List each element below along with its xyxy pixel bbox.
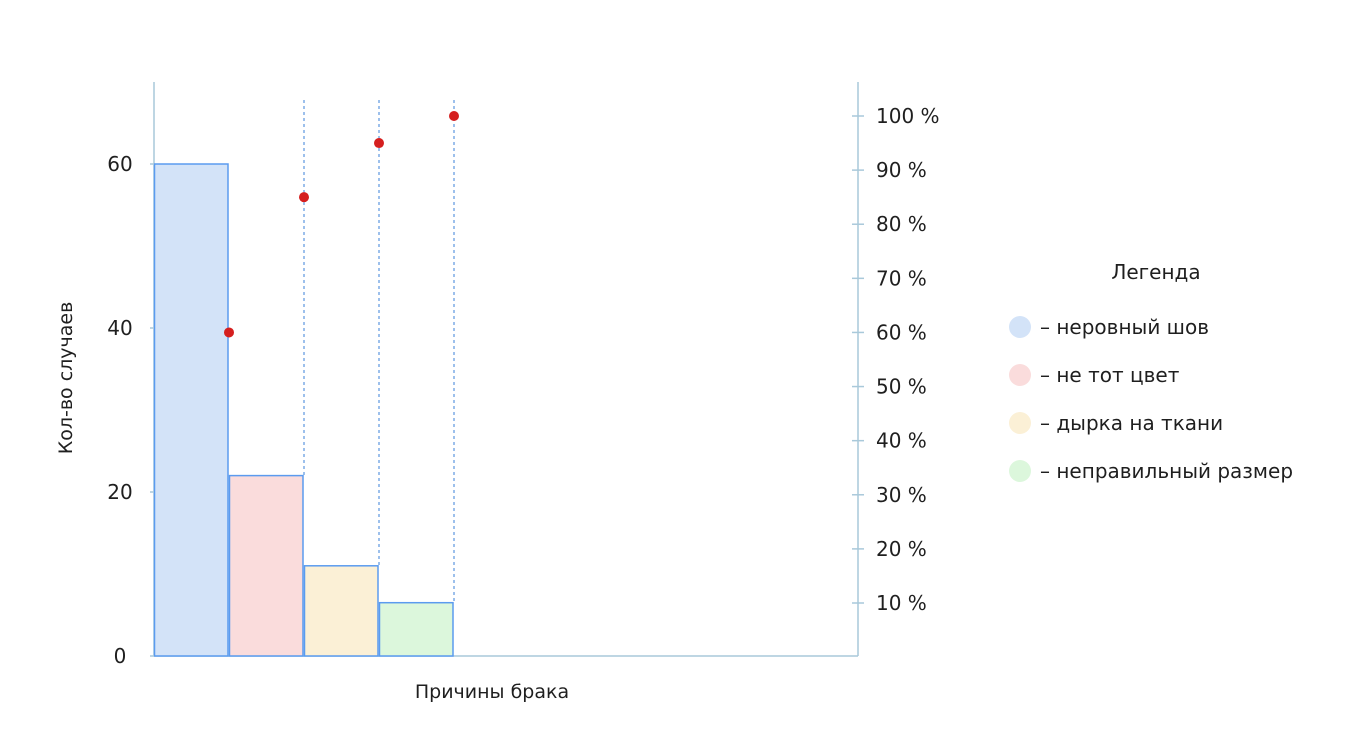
y2-tick-label: 90 % bbox=[876, 158, 927, 182]
y2-axis-ticks: 10 % 20 % 30 % 40 % 50 % 60 % 70 % 80 % 90 % 100 … bbox=[852, 104, 940, 615]
y-tick-label: 20 bbox=[107, 480, 132, 504]
bar-1 bbox=[153, 163, 229, 657]
cumulative-point-2 bbox=[299, 192, 309, 203]
y-tick-label: 0 bbox=[114, 644, 127, 668]
legend-item-label: – дырка на ткани bbox=[1040, 411, 1223, 435]
legend-title: Легенда bbox=[1111, 260, 1200, 284]
plot-area bbox=[153, 82, 859, 657]
y2-tick-label: 60 % bbox=[876, 320, 927, 344]
legend-item-label: – не тот цвет bbox=[1040, 363, 1180, 387]
bar-2 bbox=[228, 474, 304, 657]
legend: Легенда – неровный шов – не тот цвет – дыр… bbox=[1009, 260, 1293, 483]
y2-tick-label: 80 % bbox=[876, 212, 927, 236]
legend-swatch-3 bbox=[1009, 412, 1031, 434]
y-tick-label: 60 bbox=[107, 152, 132, 176]
bar-3 bbox=[303, 565, 379, 657]
y2-tick-label: 70 % bbox=[876, 266, 927, 290]
y2-tick-label: 50 % bbox=[876, 375, 927, 399]
y2-tick-label: 30 % bbox=[876, 483, 927, 507]
legend-item-label: – неправильный размер bbox=[1040, 459, 1293, 483]
y2-tick-label: 20 % bbox=[876, 537, 927, 561]
legend-swatch-1 bbox=[1009, 316, 1031, 338]
cumulative-point-1 bbox=[224, 327, 234, 338]
legend-swatch-4 bbox=[1009, 460, 1031, 482]
y-axis-ticks: 0 20 40 60 bbox=[107, 152, 154, 668]
y2-tick-label: 40 % bbox=[876, 429, 927, 453]
legend-item-label: – неровный шов bbox=[1040, 315, 1209, 339]
cumulative-point-4 bbox=[449, 111, 459, 121]
legend-swatch-2 bbox=[1009, 364, 1031, 386]
cumulative-point-3 bbox=[374, 138, 384, 149]
x-axis-title: Причины брака bbox=[415, 681, 569, 703]
y2-tick-label: 10 % bbox=[876, 591, 927, 615]
y2-tick-label: 100 % bbox=[876, 104, 940, 128]
bar-4 bbox=[378, 601, 454, 657]
y-axis-title: Кол-во случаев bbox=[55, 302, 77, 455]
y-tick-label: 40 bbox=[107, 316, 132, 340]
